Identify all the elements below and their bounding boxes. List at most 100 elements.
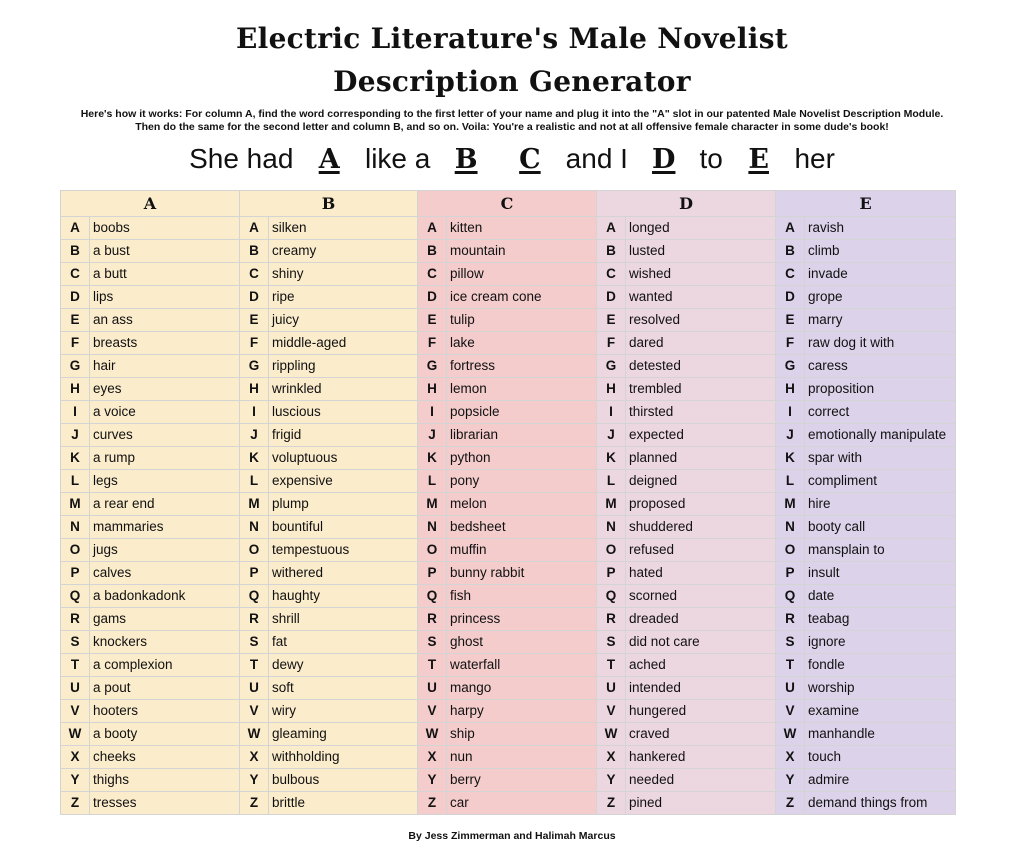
- letter-key: P: [60, 561, 90, 585]
- letter-key: H: [775, 377, 806, 401]
- letter-key: Z: [60, 791, 90, 815]
- word-d: wanted: [625, 285, 777, 309]
- letter-key: T: [775, 653, 806, 677]
- letter-key: S: [775, 630, 806, 654]
- letter-key: L: [596, 469, 627, 493]
- word-c: waterfall: [446, 653, 598, 677]
- letter-key: T: [417, 653, 448, 677]
- letter-key: V: [60, 699, 90, 723]
- word-d: lusted: [625, 239, 777, 263]
- letter-key: P: [596, 561, 627, 585]
- letter-key: N: [60, 515, 90, 539]
- letter-key: L: [239, 469, 270, 493]
- word-d: hungered: [625, 699, 777, 723]
- word-d: dreaded: [625, 607, 777, 631]
- letter-key: U: [775, 676, 806, 700]
- slot-a: A: [318, 144, 340, 175]
- word-a: a butt: [88, 262, 241, 286]
- word-d: longed: [625, 216, 777, 240]
- letter-key: K: [775, 446, 806, 470]
- word-e: date: [804, 584, 957, 608]
- word-c: tulip: [446, 308, 598, 332]
- word-a: boobs: [88, 216, 241, 240]
- letter-key: Y: [596, 768, 627, 792]
- word-b: fat: [268, 630, 419, 654]
- letter-key: T: [239, 653, 270, 677]
- word-c: ghost: [446, 630, 598, 654]
- letter-key: O: [775, 538, 806, 562]
- word-e: emotionally manipulate: [804, 423, 957, 447]
- letter-key: M: [596, 492, 627, 516]
- word-e: hire: [804, 492, 957, 516]
- letter-key: L: [775, 469, 806, 493]
- letter-key: Y: [417, 768, 448, 792]
- word-b: frigid: [268, 423, 419, 447]
- letter-key: Z: [596, 791, 627, 815]
- word-e: manhandle: [804, 722, 957, 746]
- word-c: popsicle: [446, 400, 598, 424]
- letter-key: O: [60, 538, 90, 562]
- word-c: berry: [446, 768, 598, 792]
- word-a: legs: [88, 469, 241, 493]
- letter-key: L: [417, 469, 448, 493]
- word-d: wished: [625, 262, 777, 286]
- title-line-2: Description Generator: [333, 65, 691, 98]
- letter-key: R: [239, 607, 270, 631]
- letter-key: I: [775, 400, 806, 424]
- word-d: did not care: [625, 630, 777, 654]
- letter-key: P: [417, 561, 448, 585]
- word-e: raw dog it with: [804, 331, 957, 355]
- letter-key: R: [596, 607, 627, 631]
- instructions-line-1: Here's how it works: For column A, find …: [80, 108, 944, 120]
- letter-key: Y: [60, 768, 90, 792]
- slot-b: B: [454, 144, 478, 175]
- word-b: withered: [268, 561, 419, 585]
- word-c: kitten: [446, 216, 598, 240]
- letter-key: R: [417, 607, 448, 631]
- letter-key: T: [60, 653, 90, 677]
- word-e: mansplain to: [804, 538, 957, 562]
- word-e: touch: [804, 745, 957, 769]
- word-e: climb: [804, 239, 957, 263]
- letter-key: K: [239, 446, 270, 470]
- word-c: mango: [446, 676, 598, 700]
- formula-text-1: She had: [189, 143, 302, 174]
- letter-key: Q: [417, 584, 448, 608]
- letter-key: I: [417, 400, 448, 424]
- letter-key: N: [596, 515, 627, 539]
- column-header-d: D: [596, 190, 777, 217]
- word-a: mammaries: [88, 515, 241, 539]
- word-a: a rear end: [88, 492, 241, 516]
- letter-key: U: [239, 676, 270, 700]
- letter-key: E: [60, 308, 90, 332]
- word-e: admire: [804, 768, 957, 792]
- letter-key: G: [596, 354, 627, 378]
- word-b: gleaming: [268, 722, 419, 746]
- letter-key: F: [775, 331, 806, 355]
- letter-key: X: [60, 745, 90, 769]
- letter-key: G: [239, 354, 270, 378]
- letter-key: T: [596, 653, 627, 677]
- letter-key: X: [596, 745, 627, 769]
- word-d: hated: [625, 561, 777, 585]
- letter-key: M: [775, 492, 806, 516]
- letter-key: H: [60, 377, 90, 401]
- letter-key: M: [417, 492, 448, 516]
- word-d: ached: [625, 653, 777, 677]
- letter-key: J: [60, 423, 90, 447]
- letter-key: L: [60, 469, 90, 493]
- word-a: breasts: [88, 331, 241, 355]
- word-a: hair: [88, 354, 241, 378]
